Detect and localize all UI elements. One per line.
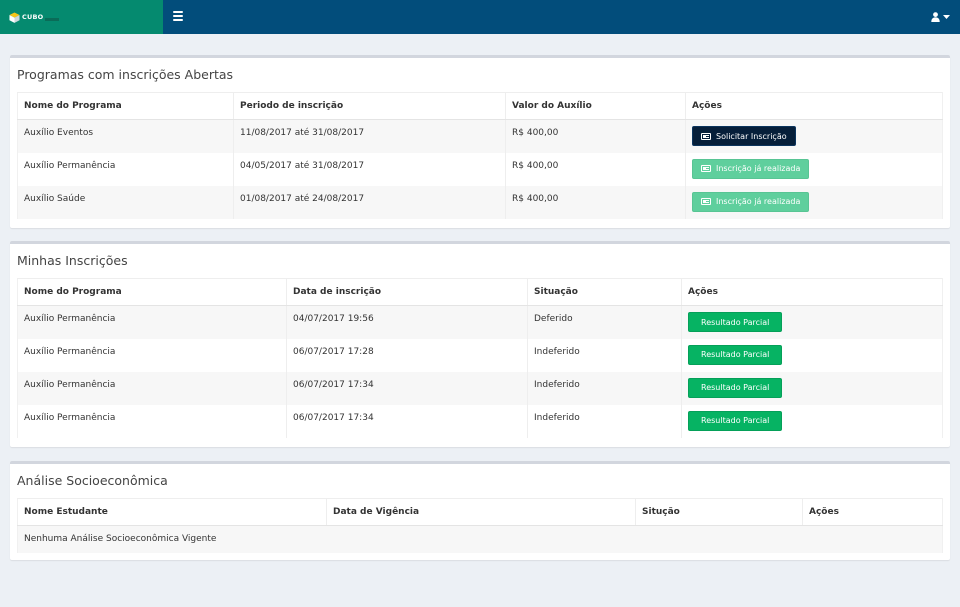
empty-message: Nenhuma Análise Socioeconômica Vigente bbox=[17, 525, 943, 553]
column-header: Situação bbox=[527, 278, 682, 306]
logo-tagline-mark bbox=[45, 17, 60, 21]
column-header: Data de inscrição bbox=[286, 278, 528, 306]
table-row: Auxílio Eventos 11/08/2017 até 31/08/201… bbox=[17, 119, 943, 153]
resultado-parcial-button[interactable]: Resultado Parcial bbox=[688, 344, 783, 365]
column-header: Valor do Auxílio bbox=[505, 92, 686, 120]
program-name: Auxílio Permanência bbox=[17, 371, 287, 405]
socioeconomic-table: Nome Estudante Data de Vigência Situção … bbox=[17, 498, 943, 553]
resultado-parcial-button[interactable]: Resultado Parcial bbox=[688, 377, 783, 398]
column-header: Ações bbox=[685, 92, 943, 120]
hamburger-icon[interactable] bbox=[173, 11, 183, 21]
subscription-date: 04/07/2017 19:56 bbox=[286, 305, 528, 339]
column-header: Ações bbox=[681, 278, 943, 306]
program-name: Auxílio Permanência bbox=[17, 338, 287, 372]
subscription-date: 06/07/2017 17:34 bbox=[286, 404, 528, 438]
button-label: Inscrição já realizada bbox=[716, 164, 801, 173]
inscricao-realizada-button[interactable]: Inscrição já realizada bbox=[692, 158, 810, 179]
table-row: Nenhuma Análise Socioeconômica Vigente bbox=[17, 525, 943, 553]
table-row: Auxílio Permanência 06/07/2017 17:34 Ind… bbox=[17, 371, 943, 405]
table-row: Auxílio Permanência 04/05/2017 até 31/08… bbox=[17, 152, 943, 186]
status: Indeferido bbox=[527, 371, 682, 405]
status: Indeferido bbox=[527, 338, 682, 372]
logo[interactable]: CUBO bbox=[0, 0, 163, 34]
table-row: Auxílio Permanência 04/07/2017 19:56 Def… bbox=[17, 305, 943, 339]
column-header: Data de Vigência bbox=[326, 498, 636, 526]
column-header: Nome Estudante bbox=[17, 498, 327, 526]
button-label: Inscrição já realizada bbox=[716, 197, 801, 206]
resultado-parcial-button[interactable]: Resultado Parcial bbox=[688, 312, 783, 332]
program-name: Auxílio Eventos bbox=[17, 119, 234, 153]
column-header: Nome do Programa bbox=[17, 92, 234, 120]
cube-icon bbox=[9, 11, 20, 23]
resultado-parcial-button[interactable]: Resultado Parcial bbox=[688, 410, 783, 431]
program-name: Auxílio Saúde bbox=[17, 185, 234, 219]
panel-title: Minhas Inscrições bbox=[17, 253, 128, 268]
table-row: Auxílio Saúde 01/08/2017 até 24/08/2017 … bbox=[17, 185, 943, 219]
program-name: Auxílio Permanência bbox=[17, 152, 234, 186]
open-programs-panel: Programas com inscrições Abertas Nome do… bbox=[10, 55, 950, 228]
value: R$ 400,00 bbox=[505, 152, 686, 186]
value: R$ 400,00 bbox=[505, 185, 686, 219]
panel-title: Análise Socioeconômica bbox=[17, 473, 168, 488]
subscription-date: 06/07/2017 17:28 bbox=[286, 338, 528, 372]
program-name: Auxílio Permanência bbox=[17, 305, 287, 339]
table-row: Auxílio Permanência 06/07/2017 17:28 Ind… bbox=[17, 338, 943, 372]
inscricao-realizada-button[interactable]: Inscrição já realizada bbox=[692, 191, 810, 212]
value: R$ 400,00 bbox=[505, 119, 686, 153]
column-header: Periodo de inscrição bbox=[233, 92, 506, 120]
top-navbar: CUBO bbox=[0, 0, 960, 34]
status: Deferido bbox=[527, 305, 682, 339]
period: 04/05/2017 até 31/08/2017 bbox=[233, 152, 506, 186]
id-card-icon bbox=[701, 198, 711, 205]
status: Indeferido bbox=[527, 404, 682, 438]
user-menu[interactable] bbox=[931, 10, 950, 24]
program-name: Auxílio Permanência bbox=[17, 404, 287, 438]
user-icon bbox=[931, 12, 940, 22]
button-label: Solicitar Inscrição bbox=[716, 131, 787, 141]
subscription-date: 06/07/2017 17:34 bbox=[286, 371, 528, 405]
column-header: Nome do Programa bbox=[17, 278, 287, 306]
my-subscriptions-table: Nome do Programa Data de inscrição Situa… bbox=[17, 278, 943, 438]
solicitar-inscricao-button[interactable]: Solicitar Inscrição bbox=[692, 126, 796, 146]
open-programs-table: Nome do Programa Periodo de inscrição Va… bbox=[17, 92, 943, 219]
id-card-icon bbox=[701, 132, 711, 140]
period: 01/08/2017 até 24/08/2017 bbox=[233, 185, 506, 219]
column-header: Situção bbox=[635, 498, 803, 526]
my-subscriptions-panel: Minhas Inscrições Nome do Programa Data … bbox=[10, 241, 950, 447]
column-header: Ações bbox=[802, 498, 943, 526]
socioeconomic-panel: Análise Socioeconômica Nome Estudante Da… bbox=[10, 461, 950, 560]
id-card-icon bbox=[701, 165, 711, 172]
period: 11/08/2017 até 31/08/2017 bbox=[233, 119, 506, 153]
panel-title: Programas com inscrições Abertas bbox=[17, 67, 234, 82]
caret-down-icon bbox=[943, 15, 950, 19]
logo-text: CUBO bbox=[22, 13, 44, 21]
table-row: Auxílio Permanência 06/07/2017 17:34 Ind… bbox=[17, 404, 943, 438]
